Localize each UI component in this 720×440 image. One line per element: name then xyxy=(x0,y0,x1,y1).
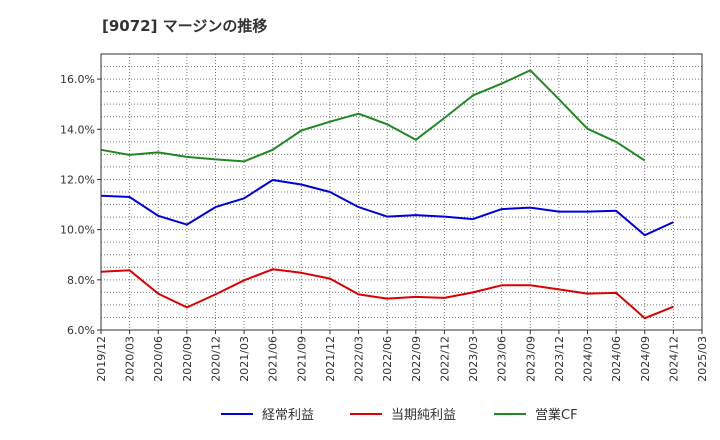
y-tick-label: 14.0% xyxy=(60,123,95,136)
x-tick-label: 2025/03 xyxy=(696,336,709,382)
y-tick-label: 12.0% xyxy=(60,173,95,186)
x-tick-label: 2022/06 xyxy=(381,336,394,382)
x-tick-label: 2022/12 xyxy=(438,336,451,382)
x-tick-label: 2021/03 xyxy=(238,336,251,382)
legend-label: 当期純利益 xyxy=(391,408,456,423)
x-tick-label: 2020/09 xyxy=(181,336,194,382)
x-tick-label: 2019/12 xyxy=(95,336,108,382)
x-tick-label: 2023/03 xyxy=(467,336,480,382)
legend-item: 営業CF xyxy=(494,407,578,423)
x-tick-label: 2020/06 xyxy=(152,336,165,382)
x-tick-label: 2023/09 xyxy=(524,336,537,382)
x-tick-label: 2024/06 xyxy=(610,336,623,382)
legend: 経常利益 当期純利益 営業CF xyxy=(221,407,578,423)
x-tick-label: 2021/12 xyxy=(324,336,337,382)
x-tick-label: 2020/03 xyxy=(124,336,137,382)
x-tick-label: 2022/09 xyxy=(410,336,423,382)
x-tick-label: 2024/09 xyxy=(639,336,652,382)
x-tick-label: 2024/03 xyxy=(582,336,595,382)
series-line xyxy=(100,268,674,320)
x-tick-label: 2023/06 xyxy=(496,336,509,382)
x-tick-label: 2022/03 xyxy=(353,336,366,382)
legend-item: 当期純利益 xyxy=(350,408,456,423)
chart-title: [9072] マージンの推移 xyxy=(102,17,267,35)
legend-label: 営業CF xyxy=(535,407,578,423)
y-tick-label: 10.0% xyxy=(60,224,95,237)
legend-item: 経常利益 xyxy=(221,408,314,423)
x-tick-label: 2021/09 xyxy=(295,336,308,382)
y-axis-ticks: 6.0% 8.0% 10.0% 12.0% 14.0% 16.0% xyxy=(60,73,101,337)
y-tick-label: 8.0% xyxy=(67,274,95,287)
series-lines xyxy=(100,69,674,320)
x-axis-ticks: 2019/12 2020/03 2020/06 2020/09 2020/12 2021/… xyxy=(95,330,709,382)
x-tick-label: 2020/12 xyxy=(209,336,222,382)
series-line xyxy=(100,179,674,237)
series-line xyxy=(100,69,646,163)
y-tick-label: 6.0% xyxy=(67,324,95,337)
legend-label: 経常利益 xyxy=(262,408,314,423)
x-tick-label: 2021/06 xyxy=(267,336,280,382)
x-tick-label: 2024/12 xyxy=(667,336,680,382)
x-tick-label: 2023/12 xyxy=(553,336,566,382)
grid-lines xyxy=(101,54,702,330)
plot-frame xyxy=(100,53,703,331)
y-tick-label: 16.0% xyxy=(60,73,95,86)
